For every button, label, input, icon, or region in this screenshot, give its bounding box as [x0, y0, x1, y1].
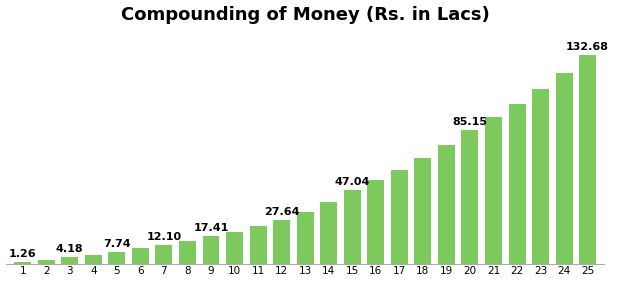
- Text: 47.04: 47.04: [334, 177, 370, 187]
- Bar: [344, 190, 361, 264]
- Text: 7.74: 7.74: [103, 239, 130, 249]
- Bar: [14, 262, 31, 264]
- Bar: [367, 180, 384, 264]
- Bar: [579, 55, 596, 264]
- Bar: [438, 145, 455, 264]
- Text: 12.10: 12.10: [146, 232, 182, 242]
- Bar: [391, 170, 408, 264]
- Title: Compounding of Money (Rs. in Lacs): Compounding of Money (Rs. in Lacs): [121, 6, 489, 24]
- Text: 1.26: 1.26: [9, 249, 36, 259]
- Bar: [485, 117, 502, 264]
- Bar: [132, 248, 149, 264]
- Bar: [179, 241, 196, 264]
- Bar: [156, 245, 172, 264]
- Bar: [320, 202, 337, 264]
- Bar: [297, 212, 313, 264]
- Bar: [556, 73, 573, 264]
- Bar: [415, 158, 431, 264]
- Bar: [38, 260, 54, 264]
- Bar: [203, 236, 219, 264]
- Bar: [226, 232, 243, 264]
- Text: 27.64: 27.64: [264, 207, 299, 217]
- Bar: [462, 130, 478, 264]
- Text: 132.68: 132.68: [566, 42, 609, 52]
- Bar: [85, 255, 102, 264]
- Bar: [250, 226, 266, 264]
- Bar: [509, 104, 525, 264]
- Text: 85.15: 85.15: [452, 117, 488, 127]
- Bar: [108, 252, 125, 264]
- Bar: [273, 220, 290, 264]
- Text: 4.18: 4.18: [56, 244, 83, 254]
- Bar: [61, 257, 78, 264]
- Bar: [532, 89, 549, 264]
- Text: 17.41: 17.41: [193, 223, 229, 233]
